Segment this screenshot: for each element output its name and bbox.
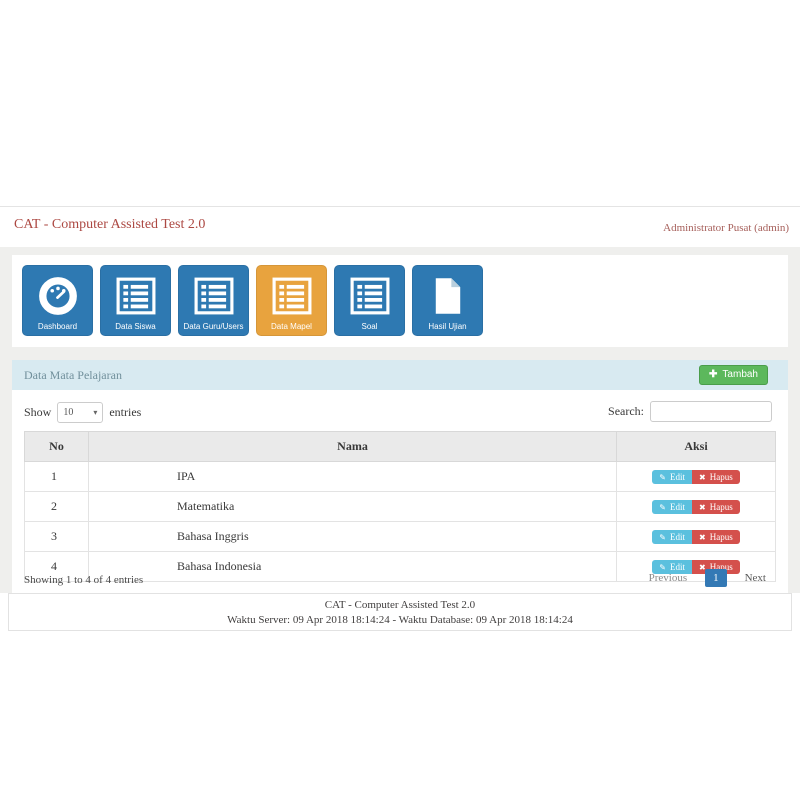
- edit-button-label: Edit: [670, 562, 685, 573]
- hapus-button-label: Hapus: [709, 562, 733, 573]
- chevron-down-icon: ▾: [93, 408, 98, 417]
- hapus-button[interactable]: ✖ Hapus: [692, 560, 740, 575]
- row-nama: IPA: [88, 461, 617, 492]
- edit-button-label: Edit: [670, 472, 685, 483]
- nav-data-siswa-label: Data Siswa: [115, 322, 156, 331]
- tambah-button[interactable]: ✚ Tambah: [699, 365, 768, 385]
- nav-hasil-ujian[interactable]: Hasil Ujian: [412, 265, 483, 336]
- nav-dashboard-label: Dashboard: [37, 322, 78, 331]
- page-header: CAT - Computer Assisted Test 2.0 Adminis…: [0, 206, 800, 247]
- row-no: 1: [24, 461, 89, 492]
- search-control: Search:: [608, 401, 772, 422]
- edit-button[interactable]: ✎ Edit: [652, 500, 692, 515]
- page-length-select[interactable]: 10 ▾: [57, 402, 104, 423]
- panel-heading: Data Mata Pelajaran ✚ Tambah: [12, 360, 788, 390]
- hapus-button[interactable]: ✖ Hapus: [692, 470, 740, 485]
- edit-button[interactable]: ✎ Edit: [652, 470, 692, 485]
- row-actions: ✎ Edit ✖ Hapus: [616, 521, 776, 552]
- pencil-icon: ✎: [659, 502, 666, 512]
- row-nama: Bahasa Indonesia: [88, 551, 617, 582]
- hapus-button-label: Hapus: [709, 472, 733, 483]
- nav-data-mapel-label: Data Mapel: [271, 322, 312, 331]
- plus-icon: ✚: [709, 369, 718, 380]
- row-no: 4: [24, 551, 89, 582]
- data-mata-pelajaran-panel: Data Mata Pelajaran ✚ Tambah Show 10 ▾ en…: [12, 360, 788, 593]
- column-header-no[interactable]: No: [24, 431, 89, 462]
- pagination: Previous 1 Next: [641, 568, 774, 588]
- row-no: 2: [24, 491, 89, 522]
- search-input[interactable]: [650, 401, 772, 422]
- hapus-button[interactable]: ✖ Hapus: [692, 500, 740, 515]
- table-info: Showing 1 to 4 of 4 entries: [24, 574, 144, 586]
- page-length-value: 10: [63, 407, 74, 418]
- table-row: 3 Bahasa Inggris ✎ Edit ✖ Hapus: [24, 521, 776, 552]
- pencil-icon: ✎: [659, 532, 666, 542]
- row-actions: ✎ Edit ✖ Hapus: [616, 551, 776, 582]
- page-length-control: Show 10 ▾ entries: [24, 402, 141, 423]
- nav-data-guru-users-label: Data Guru/Users: [183, 322, 244, 331]
- x-icon: ✖: [699, 532, 706, 542]
- x-icon: ✖: [699, 472, 706, 482]
- edit-button[interactable]: ✎ Edit: [652, 560, 692, 575]
- document-icon: [413, 271, 482, 321]
- panel-title: Data Mata Pelajaran: [24, 368, 122, 382]
- current-page-button[interactable]: 1: [705, 569, 727, 587]
- nav-data-guru-users[interactable]: Data Guru/Users: [178, 265, 249, 336]
- hapus-button-label: Hapus: [709, 532, 733, 543]
- footer-server-times: Waktu Server: 09 Apr 2018 18:14:24 - Wak…: [227, 614, 573, 626]
- entries-label: entries: [109, 405, 142, 419]
- x-icon: ✖: [699, 562, 706, 572]
- nav-data-siswa[interactable]: Data Siswa: [100, 265, 171, 336]
- nav-card: Dashboard Data Siswa: [12, 255, 788, 347]
- mata-pelajaran-table: No Nama Aksi 1 IPA ✎ Edit ✖ Hapus: [24, 431, 776, 582]
- list-icon: [257, 271, 326, 321]
- column-header-aksi[interactable]: Aksi: [616, 431, 776, 462]
- app-title: CAT - Computer Assisted Test 2.0: [14, 217, 206, 232]
- hapus-button[interactable]: ✖ Hapus: [692, 530, 740, 545]
- row-nama: Bahasa Inggris: [88, 521, 617, 552]
- pencil-icon: ✎: [659, 562, 666, 572]
- row-no: 3: [24, 521, 89, 552]
- nav-soal[interactable]: Soal: [334, 265, 405, 336]
- logged-in-user: Administrator Pusat (admin): [663, 222, 789, 234]
- edit-button[interactable]: ✎ Edit: [652, 530, 692, 545]
- x-icon: ✖: [699, 502, 706, 512]
- list-icon: [335, 271, 404, 321]
- edit-button-label: Edit: [670, 532, 685, 543]
- row-nama: Matematika: [88, 491, 617, 522]
- search-label: Search:: [608, 404, 644, 418]
- table-header-row: No Nama Aksi: [24, 431, 776, 462]
- footer-app-title: CAT - Computer Assisted Test 2.0: [324, 599, 476, 611]
- table-row: 2 Matematika ✎ Edit ✖ Hapus: [24, 491, 776, 522]
- tambah-button-label: Tambah: [722, 369, 758, 380]
- page-footer: CAT - Computer Assisted Test 2.0 Waktu S…: [8, 593, 792, 631]
- next-page-button[interactable]: Next: [744, 572, 766, 584]
- table-row: 1 IPA ✎ Edit ✖ Hapus: [24, 461, 776, 492]
- show-label: Show: [24, 405, 52, 419]
- row-actions: ✎ Edit ✖ Hapus: [616, 491, 776, 522]
- hapus-button-label: Hapus: [709, 502, 733, 513]
- nav-dashboard[interactable]: Dashboard: [22, 265, 93, 336]
- nav-soal-label: Soal: [361, 322, 378, 331]
- list-icon: [179, 271, 248, 321]
- dashboard-icon: [23, 271, 92, 321]
- nav-data-mapel[interactable]: Data Mapel: [256, 265, 327, 336]
- list-icon: [101, 271, 170, 321]
- row-actions: ✎ Edit ✖ Hapus: [616, 461, 776, 492]
- nav-hasil-ujian-label: Hasil Ujian: [428, 322, 467, 331]
- column-header-nama[interactable]: Nama: [88, 431, 617, 462]
- previous-page-button[interactable]: Previous: [648, 572, 688, 584]
- pencil-icon: ✎: [659, 472, 666, 482]
- edit-button-label: Edit: [670, 502, 685, 513]
- table-row: 4 Bahasa Indonesia ✎ Edit ✖ Hapus: [24, 551, 776, 582]
